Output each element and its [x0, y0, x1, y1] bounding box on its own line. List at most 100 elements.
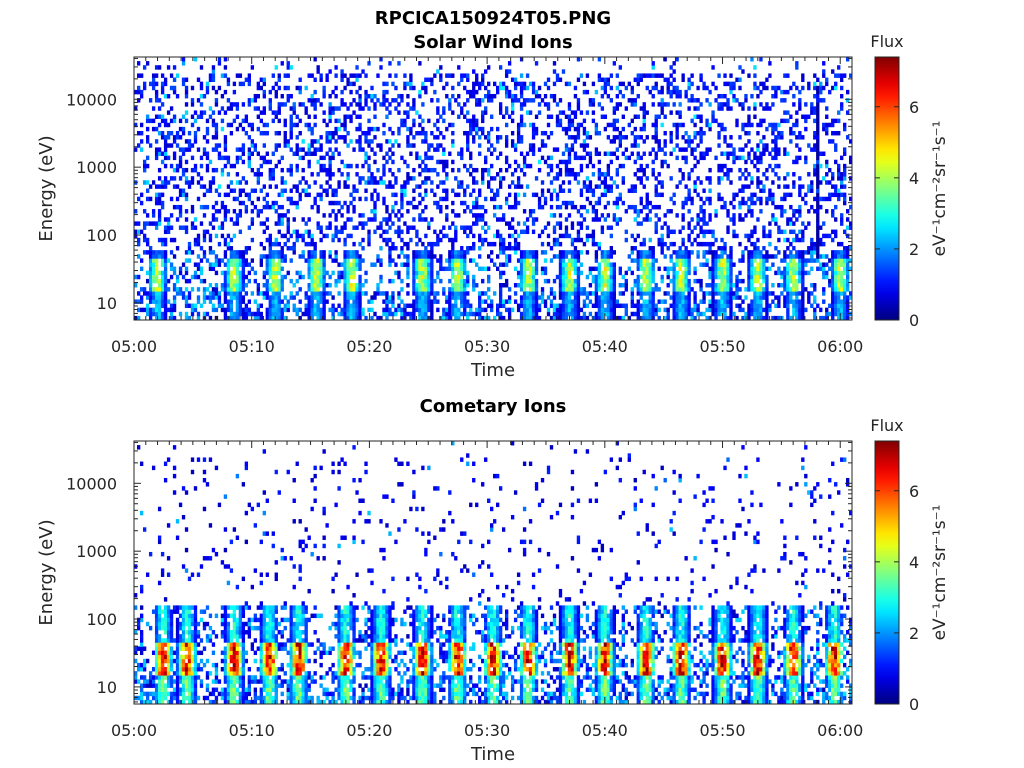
- spectrogram-cell: [475, 262, 479, 267]
- spectrogram-cell: [157, 254, 162, 259]
- spectrogram-cell: [522, 85, 527, 91]
- spectrogram-cell: [313, 274, 317, 280]
- spectrogram-cell: [531, 270, 536, 276]
- spectrogram-cell: [370, 299, 374, 304]
- spectrogram-cell: [382, 163, 386, 169]
- spectrogram-cell: [367, 143, 371, 148]
- spectrogram-cell: [355, 315, 359, 321]
- spectrogram-cell: [337, 274, 341, 280]
- spectrogram-cell: [636, 233, 640, 239]
- spectrogram-cell: [412, 299, 416, 304]
- spectrogram-cell: [519, 229, 524, 235]
- spectrogram-cell: [262, 143, 266, 148]
- spectrogram-cell: [603, 81, 608, 87]
- spectrogram-cell: [693, 299, 697, 304]
- spectrogram-cell: [495, 126, 500, 132]
- spectrogram-cell: [391, 81, 395, 87]
- spectrogram-cell: [672, 266, 676, 272]
- spectrogram-cell: [534, 266, 539, 272]
- spectrogram-cell: [747, 266, 751, 272]
- spectrogram-cell: [208, 295, 213, 300]
- spectrogram-cell: [322, 155, 326, 161]
- spectrogram-cell: [229, 315, 234, 321]
- spectrogram-cell: [717, 254, 721, 259]
- spectrogram-cell: [612, 250, 617, 255]
- spectrogram-cell: [570, 135, 575, 140]
- spectrogram-cell: [555, 274, 560, 280]
- spectrogram-cell: [630, 85, 634, 91]
- spectrogram-cell: [181, 225, 186, 230]
- spectrogram-cell: [370, 176, 374, 181]
- spectrogram-cell: [684, 155, 688, 161]
- spectrogram-cell: [612, 213, 617, 218]
- spectrogram-cell: [418, 122, 422, 128]
- spectrogram-cell: [549, 196, 554, 202]
- spectrogram-cell: [684, 262, 688, 267]
- spectrogram-cell: [487, 93, 491, 99]
- spectrogram-cell: [457, 192, 461, 198]
- spectrogram-cell: [367, 299, 371, 304]
- spectrogram-cell: [651, 315, 655, 321]
- spectrogram-cell: [325, 172, 329, 177]
- spectrogram-cell: [636, 262, 640, 267]
- spectrogram-cell: [603, 266, 608, 272]
- spectrogram-cell: [457, 274, 461, 280]
- spectrogram-cell: [564, 295, 569, 300]
- spectrogram-cell: [717, 311, 721, 317]
- spectrogram-cell: [585, 209, 590, 214]
- spectrogram-cell: [741, 307, 745, 313]
- spectrogram-cell: [633, 209, 637, 214]
- spectrogram-cell: [232, 287, 237, 292]
- spectrogram-cell: [651, 266, 655, 272]
- spectrogram-cell: [250, 167, 255, 173]
- spectrogram-cell: [223, 143, 228, 148]
- spectrogram-cell: [340, 69, 344, 74]
- spectrogram-cell: [759, 209, 763, 214]
- spectrogram-cell: [573, 93, 578, 99]
- spectrogram-cell: [669, 93, 673, 99]
- spectrogram-cell: [576, 233, 581, 239]
- spectrogram-cell: [546, 114, 551, 119]
- spectrogram-cell: [618, 196, 622, 202]
- spectrogram-cell: [501, 270, 506, 276]
- spectrogram-cell: [729, 167, 733, 173]
- spectrogram-cell: [747, 307, 751, 313]
- spectrogram-cell: [570, 167, 575, 173]
- spectrogram-cell: [525, 258, 530, 263]
- spectrogram-cell: [669, 241, 673, 247]
- spectrogram-cell: [531, 258, 536, 263]
- spectrogram-cell: [576, 291, 581, 296]
- spectrogram-cell: [573, 246, 578, 251]
- spectrogram-cell: [220, 126, 225, 132]
- spectrogram-cell: [639, 303, 643, 309]
- spectrogram-cell: [528, 278, 533, 284]
- spectrogram-cell: [238, 283, 243, 288]
- spectrogram-cell: [343, 114, 347, 119]
- spectrogram-cell: [498, 283, 503, 288]
- spectrogram-cell: [675, 315, 679, 321]
- spectrogram-cell: [280, 274, 284, 280]
- spectrogram-cell: [274, 283, 278, 288]
- spectrogram-cell: [262, 270, 266, 276]
- spectrogram-cell: [735, 303, 739, 309]
- spectrogram-cell: [510, 204, 515, 210]
- spectrogram-cell: [322, 283, 326, 288]
- spectrogram-cell: [549, 180, 554, 185]
- spectrogram-cell: [322, 287, 326, 292]
- spectrogram-cell: [454, 311, 458, 317]
- spectrogram-cell: [205, 139, 210, 144]
- spectrogram-cell: [639, 221, 643, 226]
- spectrogram-cell: [436, 270, 440, 276]
- spectrogram-cell: [337, 126, 341, 132]
- spectrogram-cell: [265, 130, 269, 136]
- spectrogram-cell: [606, 250, 611, 255]
- spectrogram-cell: [298, 77, 302, 83]
- spectrogram-cell: [316, 291, 320, 296]
- spectrogram-cell: [307, 241, 311, 247]
- spectrogram-cell: [349, 287, 353, 292]
- spectrogram-cell: [645, 110, 649, 115]
- spectrogram-cell: [696, 143, 700, 148]
- spectrogram-cell: [627, 266, 631, 272]
- spectrogram-cell: [525, 225, 530, 230]
- spectrogram-cell: [576, 77, 581, 83]
